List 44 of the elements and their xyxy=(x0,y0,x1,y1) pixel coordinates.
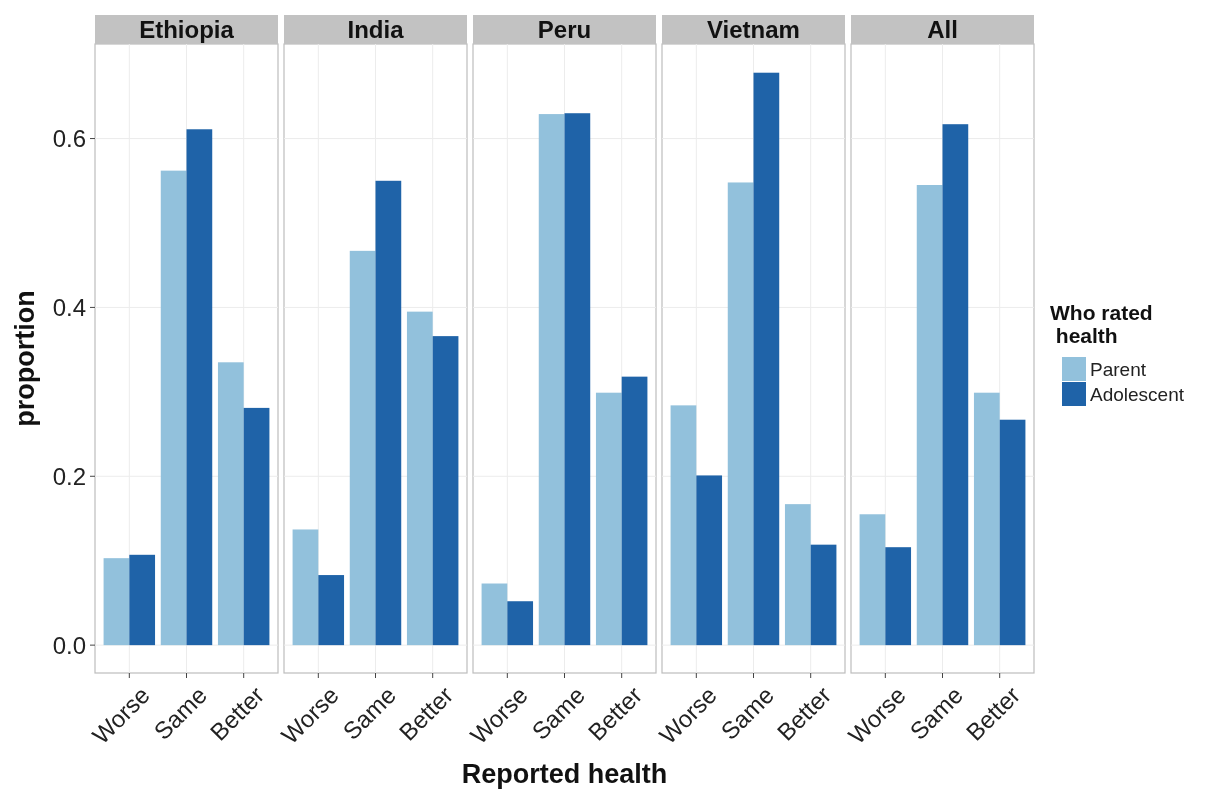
bar xyxy=(810,544,837,646)
bar xyxy=(696,475,723,646)
chart-title: Ethiopia xyxy=(139,16,235,43)
bar xyxy=(186,129,213,646)
bar xyxy=(103,558,130,646)
y-tick-label: 0.2 xyxy=(52,462,86,490)
chart-title: Vietnam xyxy=(707,16,800,43)
y-tick-label: 0.6 xyxy=(52,124,86,152)
bar xyxy=(538,114,565,646)
bar xyxy=(753,72,780,646)
bar xyxy=(916,185,943,646)
chart-title: Peru xyxy=(537,16,592,43)
bar xyxy=(942,124,969,646)
bar xyxy=(349,250,376,646)
x-axis-title: Reported health xyxy=(461,759,668,789)
bar xyxy=(621,376,648,646)
bar xyxy=(999,419,1026,646)
bar xyxy=(595,392,622,646)
bar xyxy=(481,583,508,646)
bar xyxy=(375,180,402,646)
bar xyxy=(727,182,754,646)
y-tick-label: 0.0 xyxy=(52,631,86,659)
legend-label: Adolescent xyxy=(1090,383,1185,405)
bar xyxy=(784,504,811,646)
bar xyxy=(243,407,270,646)
bar xyxy=(885,547,912,646)
bar xyxy=(129,554,156,646)
chart-title: India xyxy=(347,16,405,43)
bar xyxy=(564,113,591,646)
bar xyxy=(507,601,534,646)
bar xyxy=(670,405,697,646)
bar xyxy=(217,362,244,646)
bar xyxy=(160,170,187,646)
bar xyxy=(859,514,886,646)
chart-title: All xyxy=(927,16,958,43)
y-axis-title: proportion xyxy=(10,290,40,427)
bar xyxy=(292,529,319,646)
legend-label: Parent xyxy=(1090,358,1147,380)
bar xyxy=(318,575,345,646)
bar xyxy=(432,336,459,646)
bar xyxy=(973,392,1000,646)
y-tick-label: 0.4 xyxy=(52,293,86,321)
legend-title: Who rated health xyxy=(1050,301,1153,347)
bar xyxy=(406,311,433,646)
